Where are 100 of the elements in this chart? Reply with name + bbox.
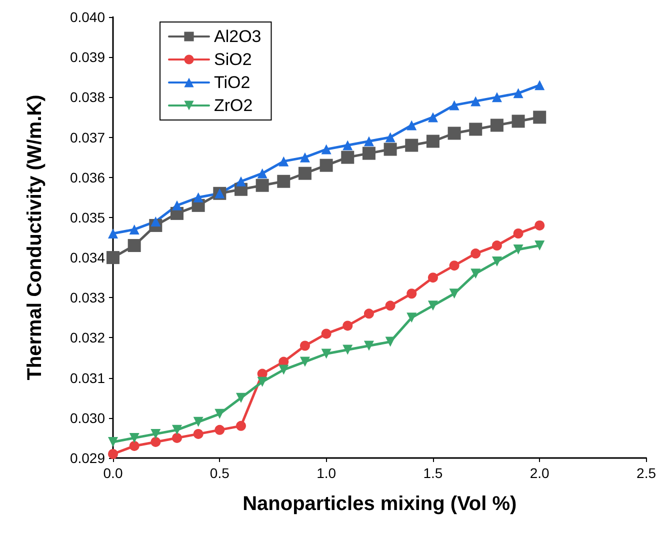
point — [129, 440, 140, 451]
point — [256, 178, 269, 192]
point — [534, 80, 545, 90]
point — [512, 114, 525, 128]
point — [193, 416, 204, 427]
point — [321, 348, 332, 359]
point — [278, 156, 289, 166]
point — [406, 312, 417, 323]
point — [150, 428, 161, 439]
x-tick-label: 2.5 — [636, 465, 656, 481]
point — [300, 152, 310, 162]
x-axis-title: Nanoparticles mixing (Vol %) — [242, 493, 517, 515]
y-tick-label: 0.038 — [70, 89, 106, 106]
point — [492, 256, 502, 267]
point — [492, 92, 502, 102]
y-tick-label: 0.035 — [70, 209, 106, 226]
point — [534, 220, 545, 230]
point — [449, 288, 460, 299]
point — [448, 126, 461, 140]
y-tick-label: 0.032 — [70, 330, 106, 346]
x-tick-label: 0.0 — [103, 465, 123, 481]
point — [129, 224, 140, 234]
y-tick-label: 0.037 — [70, 129, 106, 146]
point — [362, 146, 376, 160]
point — [108, 228, 118, 238]
point — [428, 300, 438, 311]
point — [321, 328, 332, 339]
point — [193, 192, 204, 202]
point — [449, 100, 460, 110]
point — [469, 122, 482, 136]
point — [428, 112, 438, 122]
point — [406, 288, 417, 299]
point — [128, 239, 141, 252]
point — [342, 344, 353, 355]
y-tick-label: 0.036 — [70, 169, 106, 186]
point — [236, 392, 246, 403]
point — [492, 240, 502, 251]
point — [298, 166, 312, 180]
point — [490, 118, 504, 132]
point — [257, 168, 268, 178]
y-tick-label: 0.040 — [70, 9, 106, 25]
point — [406, 120, 417, 130]
point — [364, 340, 374, 351]
point — [533, 110, 546, 124]
legend-label: SiO2 — [214, 50, 252, 69]
point — [108, 436, 118, 447]
point — [321, 144, 332, 154]
y-tick-label: 0.039 — [70, 49, 106, 66]
point — [470, 96, 481, 106]
point — [534, 240, 545, 251]
point — [278, 364, 289, 375]
legend-label: TiO2 — [214, 73, 250, 92]
point — [172, 424, 182, 435]
y-tick-label: 0.030 — [70, 410, 106, 426]
point — [385, 300, 396, 311]
y-tick-label: 0.033 — [70, 290, 106, 306]
point — [300, 356, 310, 367]
x-tick-label: 1.5 — [423, 465, 443, 481]
point — [513, 244, 524, 255]
point — [426, 134, 440, 148]
point — [172, 432, 182, 443]
point — [108, 448, 118, 459]
point — [470, 248, 481, 259]
point — [236, 420, 246, 431]
point — [364, 308, 374, 319]
x-tick-label: 1.0 — [316, 465, 336, 481]
point — [470, 268, 481, 279]
point — [449, 260, 460, 271]
point — [385, 132, 396, 142]
point — [342, 140, 353, 150]
y-axis-title: Thermal Conductivity (W/m.K) — [24, 94, 46, 380]
point — [129, 432, 140, 443]
point — [150, 436, 161, 447]
legend-label: Al2O3 — [214, 27, 262, 46]
point — [342, 320, 353, 331]
point — [214, 424, 225, 435]
point — [385, 336, 396, 347]
point — [513, 228, 524, 238]
point — [320, 158, 333, 172]
x-tick-label: 0.5 — [210, 465, 230, 481]
legend-label: ZrO2 — [214, 96, 253, 115]
y-tick-label: 0.031 — [70, 370, 106, 386]
point — [257, 376, 268, 387]
x-tick-label: 2.0 — [530, 465, 550, 481]
point — [172, 200, 182, 210]
point — [364, 136, 374, 146]
point — [300, 340, 310, 351]
point — [428, 272, 438, 283]
point — [513, 88, 524, 98]
point — [405, 138, 418, 152]
point — [236, 176, 246, 186]
point — [193, 428, 204, 439]
y-tick-label: 0.034 — [70, 250, 106, 266]
y-tick-label: 0.029 — [70, 450, 106, 466]
point — [150, 216, 161, 226]
point — [214, 408, 225, 419]
point — [384, 142, 397, 156]
point — [277, 174, 290, 188]
point — [341, 150, 354, 164]
point — [106, 251, 120, 264]
